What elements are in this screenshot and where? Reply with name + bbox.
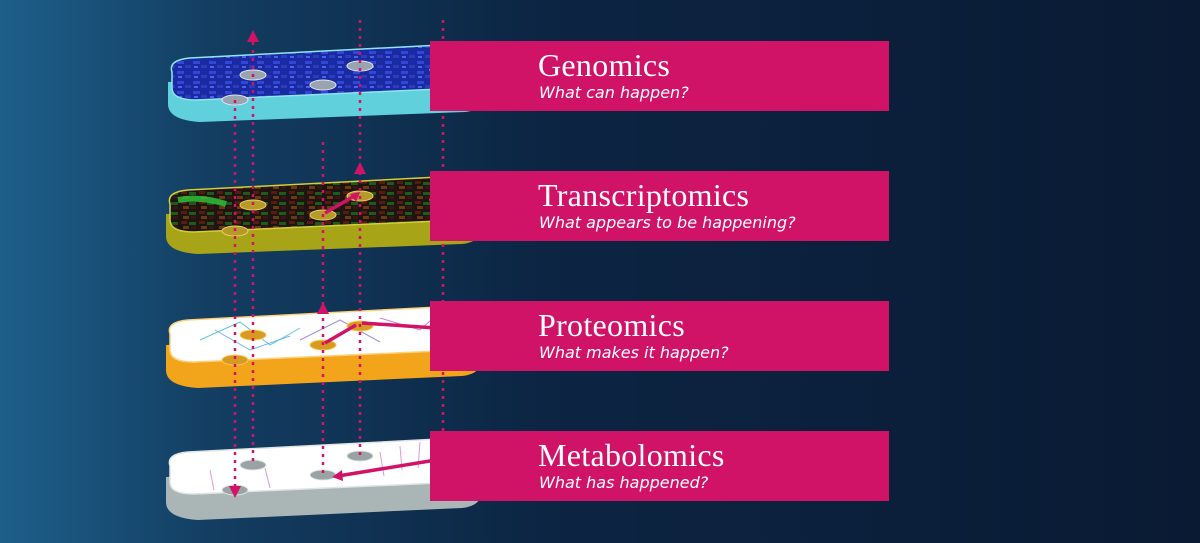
metabolomics-layer [166,437,483,520]
banner-proteomics: Proteomics What makes it happen? [430,301,889,371]
layer-question-transcriptomics: What appears to be happening? [539,213,796,232]
solid-arrows [324,193,443,478]
layer-question-proteomics: What makes it happen? [539,343,729,362]
banner-transcriptomics: Transcriptomics What appears to be happe… [430,171,889,241]
layer-title-proteomics: Proteomics [538,307,685,343]
layer-title-metabolomics: Metabolomics [538,437,725,473]
layer-question-genomics: What can happen? [539,83,689,102]
genomics-layer [168,43,485,122]
layer-question-metabolomics: What has happened? [539,473,709,492]
layer-title-genomics: Genomics [538,47,671,83]
banner-metabolomics: Metabolomics What has happened? [430,431,889,501]
layer-title-transcriptomics: Transcriptomics [538,177,750,213]
banner-genomics: Genomics What can happen? [430,41,889,111]
